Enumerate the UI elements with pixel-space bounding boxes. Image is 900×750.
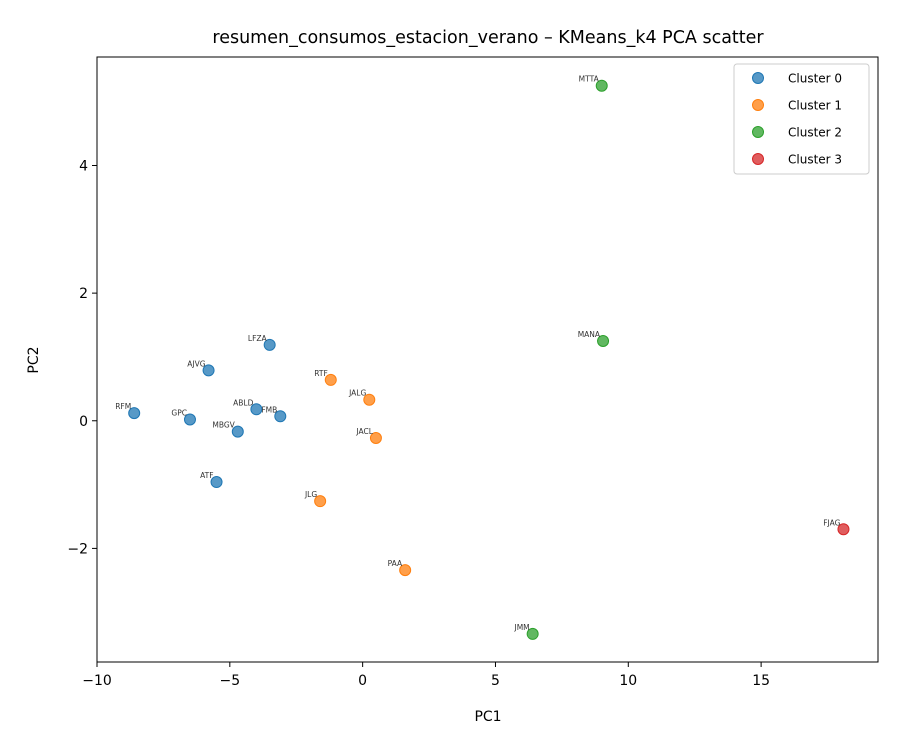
data-point: [399, 564, 412, 577]
y-tick-label: 4: [79, 158, 88, 174]
legend-marker: [752, 99, 764, 111]
data-point: [274, 410, 287, 423]
point-label: JLG: [304, 490, 317, 499]
point-label: JACL: [355, 427, 373, 436]
point-label: AJVG: [187, 359, 205, 368]
x-tick-label: 5: [491, 673, 500, 689]
point-label: MTTA: [579, 75, 600, 84]
legend-entry: Cluster 3: [788, 153, 842, 167]
point-label: MBGV: [212, 421, 235, 430]
data-point: [263, 338, 276, 351]
data-point: [210, 476, 223, 489]
point-label: ATF: [200, 471, 213, 480]
point-label: FJAG: [823, 518, 840, 527]
points-layer: RFM GPC AJVG LFZA ABLD FMB MBGV ATF RTF JALG JACL J…: [115, 75, 850, 640]
data-point: [202, 364, 215, 377]
data-point: [837, 523, 850, 536]
data-point: [595, 79, 608, 92]
chart-title: resumen_consumos_estacion_verano – KMean…: [212, 28, 764, 48]
legend-marker: [752, 153, 764, 165]
legend-entry: Cluster 0: [788, 72, 842, 86]
data-point: [250, 403, 263, 416]
ticks-layer: −10 −5 0 5 10 15 −2 0 2 4: [67, 158, 770, 689]
data-point: [363, 393, 376, 406]
data-point: [128, 407, 141, 420]
point-label: LFZA: [248, 334, 268, 343]
point-label: ABLD: [233, 398, 253, 407]
point-label: RFM: [115, 402, 131, 411]
point-label: FMB: [261, 405, 277, 414]
data-point: [183, 413, 196, 426]
point-label: JMM: [514, 623, 530, 632]
x-tick-label: 0: [358, 673, 367, 689]
plot-frame: [96, 56, 879, 663]
data-point: [324, 373, 337, 386]
data-point: [369, 431, 382, 444]
data-point: [231, 425, 244, 438]
legend-entry: Cluster 1: [788, 99, 842, 113]
x-axis-label: PC1: [474, 709, 501, 725]
point-label: JALG: [348, 389, 366, 398]
x-tick-label: −10: [82, 673, 112, 689]
point-label: PAA: [388, 559, 403, 568]
legend-marker: [752, 126, 764, 138]
legend-box: [733, 63, 870, 175]
point-label: GPC: [171, 408, 187, 417]
x-tick-label: −5: [220, 673, 241, 689]
legend-entry: Cluster 2: [788, 126, 842, 140]
y-axis-label: PC2: [26, 346, 42, 373]
data-point: [526, 627, 539, 640]
point-label: RTF: [314, 369, 328, 378]
x-tick-label: 10: [619, 673, 637, 689]
y-tick-label: 2: [79, 286, 88, 302]
point-label: MANA: [578, 330, 601, 339]
y-tick-label: −2: [67, 541, 88, 557]
x-tick-label: 15: [752, 673, 770, 689]
data-point: [314, 495, 327, 508]
data-point: [597, 334, 610, 347]
legend-marker: [752, 72, 764, 84]
legend: Cluster 0 Cluster 1 Cluster 2 Cluster 3: [733, 63, 870, 175]
y-tick-label: 0: [79, 414, 88, 430]
